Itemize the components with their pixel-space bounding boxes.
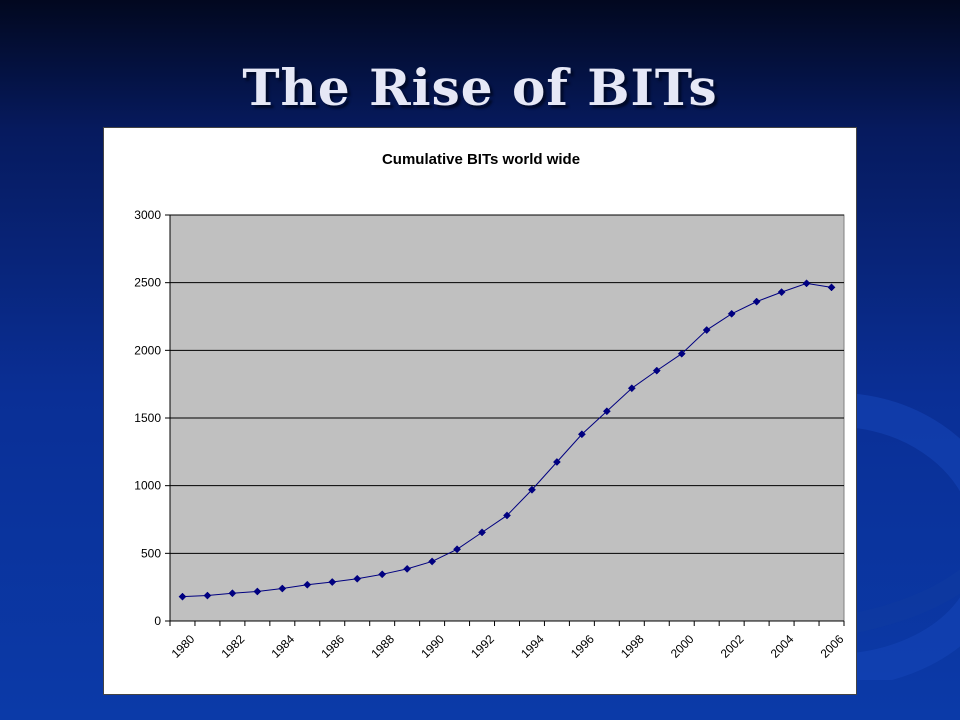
x-tick-label: 1988 <box>368 632 397 661</box>
series-layer <box>178 279 836 601</box>
x-tick-label: 1986 <box>318 632 347 661</box>
y-tick-label: 1000 <box>134 479 161 493</box>
data-point-1998 <box>627 384 636 393</box>
data-point-1990 <box>428 557 437 566</box>
x-tick-label: 2002 <box>718 632 747 661</box>
x-tick-label: 1994 <box>518 632 547 661</box>
x-tick-label: 2006 <box>818 632 847 661</box>
data-point-1994 <box>528 485 536 494</box>
x-tick-label: 1996 <box>568 632 597 661</box>
x-tick-label: 2004 <box>768 632 797 661</box>
data-point-1981 <box>203 591 212 600</box>
y-axis-tick-labels: 0 500 1000 1500 2000 2500 3000 <box>134 208 161 628</box>
slide-title: The Rise of BITs <box>242 58 718 117</box>
chart-title: Cumulative BITs world wide <box>382 151 580 168</box>
data-point-1996 <box>577 430 586 439</box>
y-tick-label: 3000 <box>134 208 161 222</box>
data-point-1982 <box>228 589 237 598</box>
y-tick-label: 2000 <box>134 343 161 357</box>
chart-container: Cumulative BITs world wide 0 500 1000 1500 2… <box>103 127 857 695</box>
data-point-2004 <box>777 288 786 297</box>
y-tick-label: 2500 <box>134 276 161 290</box>
x-tick-label: 1998 <box>618 632 647 661</box>
x-tick-label: 1984 <box>268 632 297 661</box>
data-point-1987 <box>353 574 362 583</box>
axes <box>165 214 845 626</box>
data-point-1997 <box>602 407 611 416</box>
x-axis-tick-labels: 1980 1982 1984 1986 1988 1990 1992 1994 1996 1998… <box>169 632 847 661</box>
data-point-1980 <box>178 592 187 601</box>
data-point-1985 <box>303 580 312 589</box>
data-point-1995 <box>552 458 561 466</box>
y-tick-label: 0 <box>154 614 161 628</box>
data-point-1991 <box>453 545 462 554</box>
x-tick-label: 1982 <box>219 632 248 661</box>
data-point-1984 <box>278 584 287 593</box>
data-point-1993 <box>503 511 511 520</box>
data-point-2000 <box>677 349 686 358</box>
data-point-2002 <box>727 309 736 318</box>
gridlines <box>170 214 844 554</box>
y-tick-label: 500 <box>141 546 161 560</box>
y-tick-label: 1500 <box>134 411 161 425</box>
data-point-2005 <box>802 279 811 288</box>
data-point-2003 <box>752 297 761 306</box>
x-tick-label: 1980 <box>169 632 198 661</box>
line-chart: Cumulative BITs world wide 0 500 1000 1500 2… <box>134 151 847 661</box>
data-point-1999 <box>652 366 661 375</box>
x-tick-label: 2000 <box>668 632 697 661</box>
data-point-1988 <box>378 570 387 579</box>
data-point-2006 <box>827 283 836 292</box>
data-point-1983 <box>253 587 262 596</box>
x-tick-label: 1990 <box>418 632 447 661</box>
x-tick-label: 1992 <box>468 632 497 661</box>
data-point-1989 <box>403 564 412 573</box>
data-point-2001 <box>702 326 711 334</box>
data-point-1992 <box>478 528 486 537</box>
data-point-1986 <box>328 578 337 586</box>
